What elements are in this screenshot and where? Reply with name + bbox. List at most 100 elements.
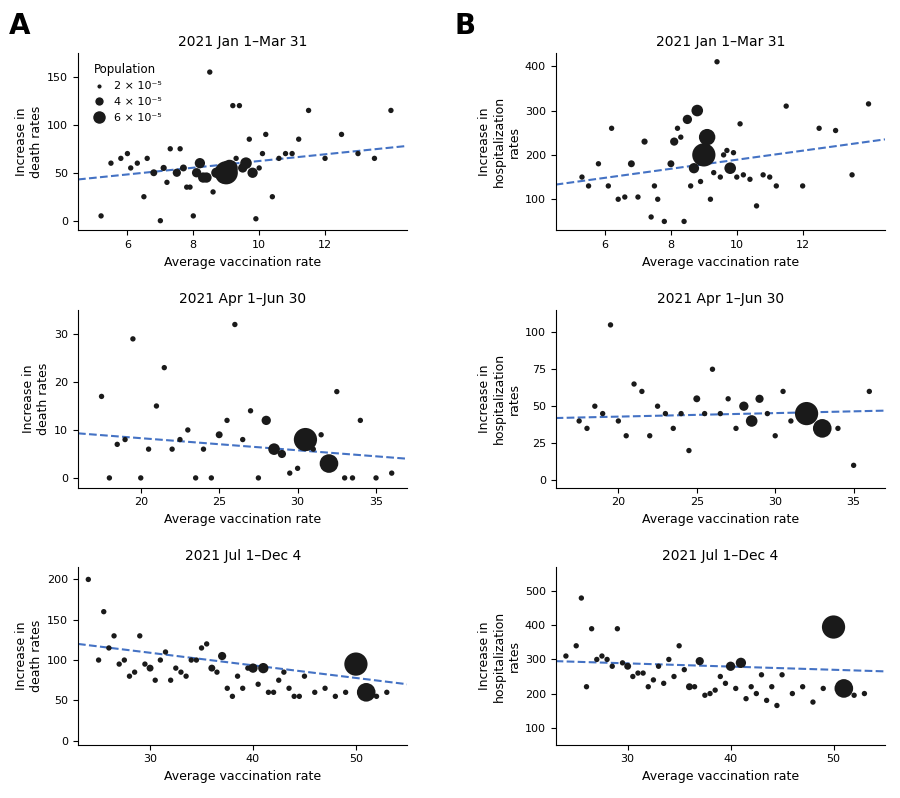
Point bbox=[806, 696, 820, 709]
Point bbox=[383, 104, 398, 117]
Point bbox=[169, 166, 184, 179]
Point bbox=[591, 157, 606, 170]
Point bbox=[796, 180, 810, 192]
Point bbox=[81, 573, 95, 586]
Point bbox=[179, 670, 194, 682]
Point bbox=[329, 385, 344, 398]
Point bbox=[703, 193, 717, 206]
Point bbox=[248, 212, 263, 225]
Point bbox=[258, 128, 273, 140]
Legend: 2 × 10⁻⁵, 4 × 10⁻⁵, 6 × 10⁻⁵: 2 × 10⁻⁵, 4 × 10⁻⁵, 6 × 10⁻⁵ bbox=[84, 58, 166, 127]
Point bbox=[215, 650, 230, 662]
Point bbox=[647, 180, 662, 192]
Point bbox=[196, 171, 211, 184]
Point bbox=[770, 699, 784, 712]
Point bbox=[348, 658, 363, 670]
Point bbox=[595, 650, 609, 662]
Point bbox=[322, 457, 337, 470]
Point bbox=[716, 148, 731, 161]
Point bbox=[184, 654, 198, 666]
Point bbox=[302, 104, 316, 117]
Point bbox=[158, 361, 172, 374]
Point bbox=[367, 152, 382, 164]
Point bbox=[611, 193, 625, 206]
Point bbox=[256, 147, 270, 160]
Point bbox=[204, 662, 219, 674]
Point bbox=[153, 654, 167, 666]
Point bbox=[646, 674, 661, 686]
Point bbox=[584, 622, 598, 635]
Point bbox=[590, 653, 604, 666]
Point bbox=[762, 171, 777, 184]
Point bbox=[683, 180, 698, 192]
Point bbox=[728, 682, 742, 695]
Point bbox=[287, 690, 302, 703]
Point bbox=[724, 660, 738, 673]
Point bbox=[104, 156, 118, 169]
Point bbox=[242, 132, 256, 145]
Point bbox=[102, 642, 116, 654]
Point bbox=[776, 385, 790, 397]
Y-axis label: Increase in
hospitalization
rates: Increase in hospitalization rates bbox=[478, 610, 520, 701]
Point bbox=[274, 448, 289, 460]
Point bbox=[228, 318, 242, 331]
Point bbox=[729, 422, 743, 435]
Point bbox=[306, 443, 320, 456]
Point bbox=[643, 429, 657, 442]
Point bbox=[673, 131, 688, 144]
Point bbox=[651, 400, 665, 413]
Point bbox=[138, 658, 152, 670]
Point bbox=[266, 686, 281, 699]
Point bbox=[687, 162, 701, 175]
Point bbox=[816, 682, 831, 695]
Point bbox=[736, 400, 751, 413]
Point bbox=[733, 117, 747, 130]
Point bbox=[815, 422, 830, 435]
Point bbox=[581, 180, 596, 192]
Point bbox=[680, 113, 695, 126]
Point bbox=[236, 161, 250, 174]
Point bbox=[380, 686, 394, 699]
Title: 2021 Apr 1–Jun 30: 2021 Apr 1–Jun 30 bbox=[179, 292, 306, 306]
Point bbox=[179, 181, 194, 194]
Point bbox=[677, 663, 691, 676]
Point bbox=[252, 161, 266, 174]
Point bbox=[128, 666, 142, 678]
Point bbox=[251, 472, 266, 484]
Point bbox=[706, 363, 720, 376]
Point bbox=[189, 166, 203, 179]
Point bbox=[282, 682, 296, 695]
Point bbox=[775, 669, 789, 681]
Point bbox=[338, 472, 352, 484]
Point bbox=[752, 393, 767, 405]
Point bbox=[174, 666, 188, 678]
Point bbox=[259, 414, 274, 427]
Point bbox=[708, 684, 723, 697]
Point bbox=[713, 171, 727, 184]
Point bbox=[631, 666, 645, 679]
Point bbox=[826, 621, 841, 634]
Point bbox=[267, 443, 282, 456]
Point bbox=[276, 666, 291, 678]
Point bbox=[202, 65, 217, 78]
Y-axis label: Increase in
death rates: Increase in death rates bbox=[15, 620, 43, 692]
Point bbox=[700, 131, 715, 144]
Point bbox=[123, 161, 138, 174]
Point bbox=[605, 660, 619, 673]
Point bbox=[620, 660, 634, 673]
Point bbox=[183, 181, 197, 194]
Point bbox=[186, 210, 201, 223]
Point bbox=[346, 472, 360, 484]
Point bbox=[173, 433, 187, 446]
Point bbox=[272, 674, 286, 686]
Point bbox=[232, 99, 247, 112]
Point bbox=[94, 390, 109, 403]
Point bbox=[230, 670, 245, 682]
Point bbox=[196, 443, 211, 456]
Point bbox=[113, 152, 128, 164]
Text: A: A bbox=[9, 12, 31, 40]
Point bbox=[768, 429, 782, 442]
Point bbox=[328, 690, 343, 703]
Point bbox=[206, 186, 220, 199]
Point bbox=[601, 180, 616, 192]
